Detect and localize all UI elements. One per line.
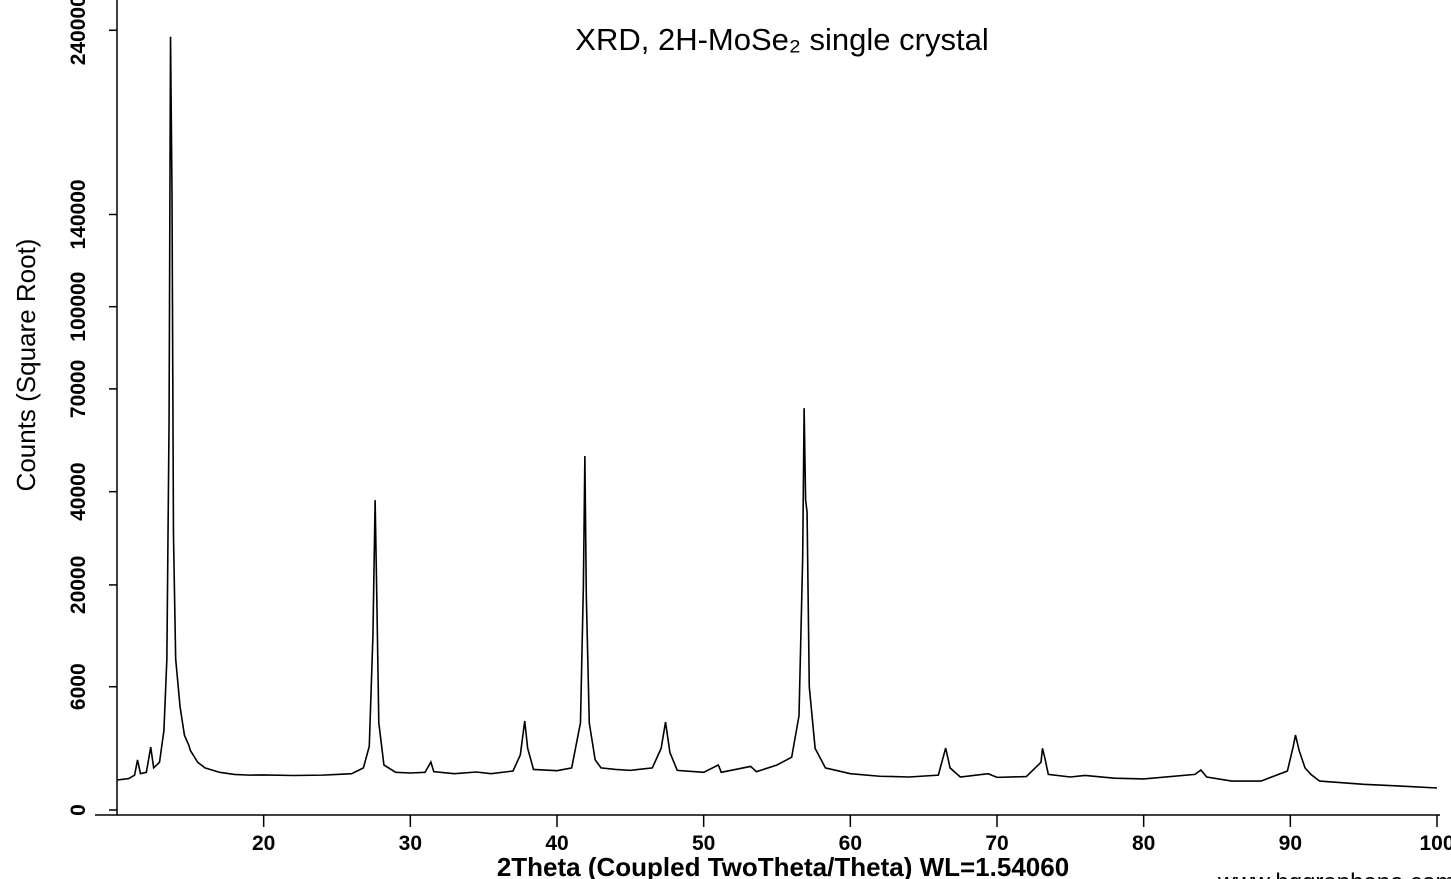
- xrd-line: [116, 36, 1438, 789]
- y-tick-label: 140000: [67, 179, 90, 249]
- y-tick-label: 240000: [67, 0, 90, 65]
- y-tick-label: 70000: [67, 360, 90, 418]
- x-tick-label: 100: [1419, 832, 1451, 855]
- x-tick-label: 70: [985, 832, 1008, 855]
- x-tick-label: 60: [839, 832, 862, 855]
- x-axis-label: 2Theta (Coupled TwoTheta/Theta) WL=1.540…: [497, 852, 1069, 879]
- watermark: www.hqgraphene.com: [1217, 869, 1451, 879]
- y-tick-label: 6000: [67, 663, 90, 710]
- x-tick-label: 80: [1132, 832, 1155, 855]
- x-tick-label: 30: [399, 832, 422, 855]
- y-tick-label: 100000: [67, 272, 90, 342]
- y-axis-label: Counts (Square Root): [11, 239, 41, 492]
- x-tick-label: 90: [1279, 832, 1302, 855]
- y-tick-label: 0: [67, 804, 90, 816]
- y-tick-label: 20000: [67, 556, 90, 614]
- x-tick-label: 50: [692, 832, 715, 855]
- x-tick-label: 40: [545, 832, 568, 855]
- chart-title: XRD, 2H-MoSe₂ single crystal: [575, 22, 988, 57]
- x-tick-label: 20: [252, 832, 275, 855]
- y-tick-label: 40000: [67, 462, 90, 520]
